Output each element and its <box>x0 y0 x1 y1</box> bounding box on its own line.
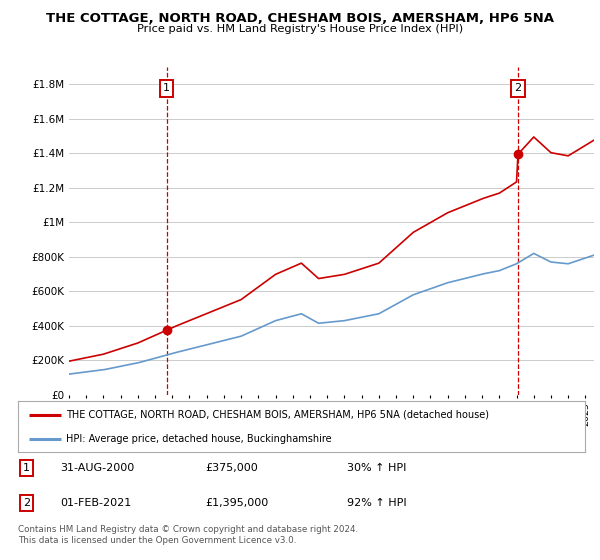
Text: 1: 1 <box>23 463 30 473</box>
Text: THE COTTAGE, NORTH ROAD, CHESHAM BOIS, AMERSHAM, HP6 5NA (detached house): THE COTTAGE, NORTH ROAD, CHESHAM BOIS, A… <box>66 410 489 420</box>
Text: 30% ↑ HPI: 30% ↑ HPI <box>347 463 406 473</box>
Text: 01-FEB-2021: 01-FEB-2021 <box>61 498 132 508</box>
Text: THE COTTAGE, NORTH ROAD, CHESHAM BOIS, AMERSHAM, HP6 5NA: THE COTTAGE, NORTH ROAD, CHESHAM BOIS, A… <box>46 12 554 25</box>
Text: 2: 2 <box>23 498 30 508</box>
Text: 31-AUG-2000: 31-AUG-2000 <box>61 463 135 473</box>
Text: £1,395,000: £1,395,000 <box>205 498 268 508</box>
Text: Contains HM Land Registry data © Crown copyright and database right 2024.
This d: Contains HM Land Registry data © Crown c… <box>18 525 358 545</box>
Text: 1: 1 <box>163 83 170 94</box>
Text: £375,000: £375,000 <box>205 463 258 473</box>
Text: HPI: Average price, detached house, Buckinghamshire: HPI: Average price, detached house, Buck… <box>66 433 332 444</box>
Text: 92% ↑ HPI: 92% ↑ HPI <box>347 498 406 508</box>
Text: 2: 2 <box>514 83 521 94</box>
Text: Price paid vs. HM Land Registry's House Price Index (HPI): Price paid vs. HM Land Registry's House … <box>137 24 463 34</box>
